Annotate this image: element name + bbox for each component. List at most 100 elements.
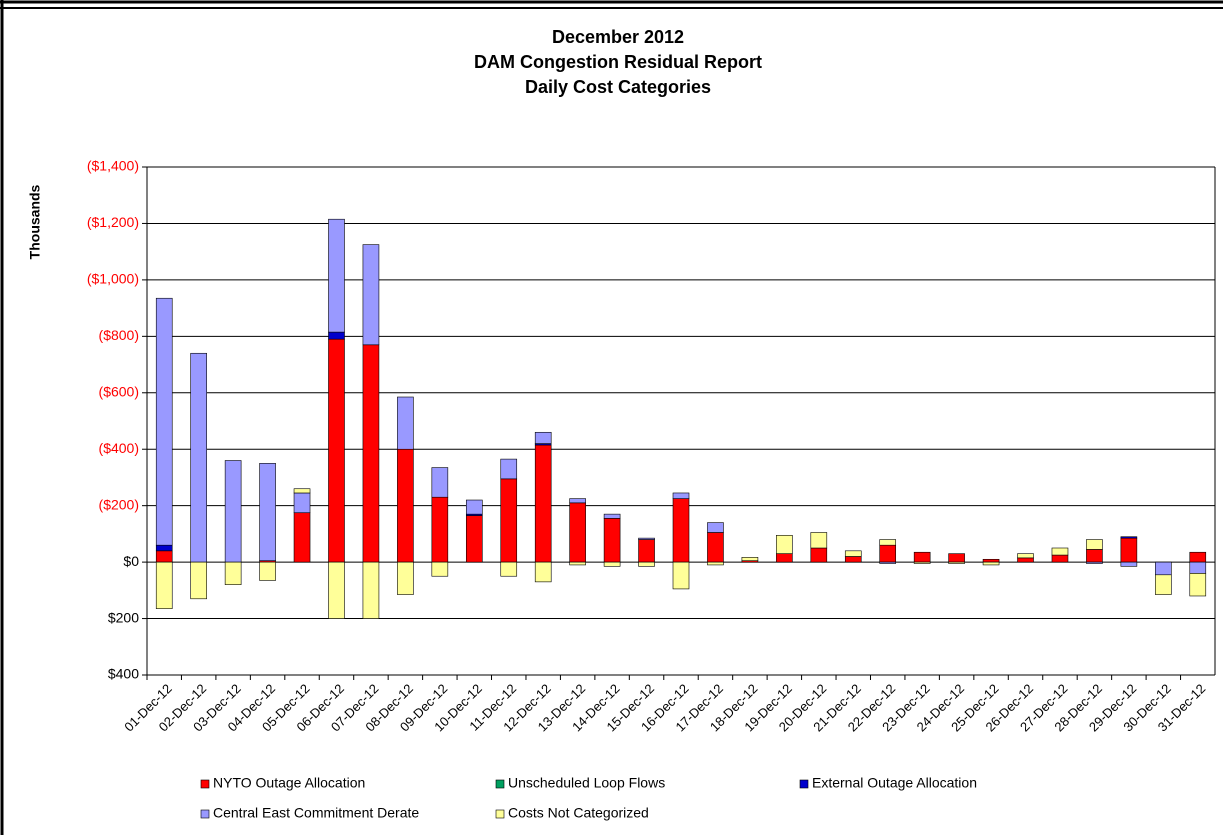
bar-segment [982, 558, 1000, 563]
bar-segment [948, 561, 965, 564]
bar-segment [672, 492, 690, 499]
bar-segment [500, 458, 518, 480]
y-tick-label: ($1,200) [87, 214, 139, 230]
bar-segment [328, 338, 345, 563]
bar-segment [638, 561, 655, 567]
bar-segment [1017, 557, 1034, 563]
legend-swatch [495, 809, 505, 819]
bar-segment [1155, 561, 1172, 576]
bar-segment [603, 513, 621, 519]
bar-segment [155, 544, 173, 552]
bar-segment [844, 556, 862, 563]
y-tick-label: $200 [108, 609, 139, 625]
bar-segment [465, 515, 483, 563]
bar-segment [1120, 537, 1138, 563]
bar-segment [569, 502, 586, 563]
legend-label: Costs Not Categorized [508, 805, 649, 821]
bar-segment [810, 547, 828, 563]
bar-segment [155, 550, 173, 563]
chart-title: December 2012 [552, 27, 684, 47]
legend-label: Central East Commitment Derate [213, 805, 419, 821]
bar-segment [603, 561, 621, 567]
bar-segment [155, 561, 173, 609]
bar-segment [707, 522, 724, 533]
bar-segment [190, 561, 207, 600]
y-tick-label: ($1,400) [87, 158, 139, 174]
bar-segment [1155, 574, 1172, 595]
bar-segment [465, 499, 483, 515]
bar-segment [190, 352, 207, 563]
y-tick-label: $400 [108, 666, 139, 682]
bar-segment [913, 561, 931, 564]
bar-segment [534, 561, 552, 583]
bar-segment [431, 496, 449, 563]
chart-title: DAM Congestion Residual Report [474, 52, 762, 72]
y-tick-label: ($800) [99, 327, 139, 343]
bar-segment [224, 460, 242, 563]
bar-segment [328, 218, 345, 333]
y-axis-label: Thousands [27, 184, 43, 259]
bar-segment [776, 553, 793, 563]
legend-swatch [200, 779, 210, 789]
bar-segment [259, 463, 276, 562]
bar-segment [1189, 551, 1207, 563]
bar-segment [638, 539, 655, 563]
bar-segment [293, 492, 311, 514]
bar-segment [603, 518, 621, 563]
legend-swatch [799, 779, 809, 789]
y-tick-label: ($600) [99, 383, 139, 399]
bar-segment [1086, 561, 1103, 564]
bar-segment [879, 539, 897, 546]
bar-segment [431, 561, 449, 577]
bar-segment [879, 561, 897, 564]
bar-segment [1051, 547, 1069, 556]
bar-segment [362, 561, 380, 619]
bar-segment [534, 444, 552, 563]
bar-segment [982, 561, 1000, 566]
legend-swatch [200, 809, 210, 819]
bar-segment [397, 448, 414, 563]
bar-segment [1051, 554, 1069, 563]
bar-segment [810, 532, 828, 549]
legend-label: Unscheduled Loop Flows [508, 775, 665, 791]
bar-segment [293, 512, 311, 563]
bar-segment [672, 561, 690, 590]
bar-segment [534, 431, 552, 444]
bar-segment [224, 561, 242, 585]
bar-segment [1120, 561, 1138, 567]
bar-segment [155, 297, 173, 546]
legend-label: NYTO Outage Allocation [213, 775, 365, 791]
y-tick-label: $0 [123, 553, 139, 569]
bar-segment [879, 544, 897, 563]
bar-segment [500, 561, 518, 577]
bar-segment [328, 331, 345, 340]
y-tick-label: ($1,000) [87, 271, 139, 287]
bar-segment [569, 561, 586, 566]
bar-segment [948, 553, 965, 563]
bar-segment [397, 561, 414, 595]
bar-segment [293, 488, 311, 494]
bar-segment [707, 561, 724, 566]
bar-segment [1086, 549, 1103, 563]
bar-segment [707, 532, 724, 563]
bar-segment [913, 551, 931, 563]
bar-segment [569, 498, 586, 504]
legend-swatch [495, 779, 505, 789]
bar-segment [397, 396, 414, 450]
bar-segment [1120, 536, 1138, 539]
bar-segment [362, 344, 380, 563]
bar-segment [1086, 539, 1103, 550]
bar-segment [672, 498, 690, 563]
bar-segment [362, 244, 380, 346]
bar-segment [500, 478, 518, 563]
bar-segment [776, 534, 793, 554]
bar-segment [1017, 553, 1034, 559]
bar-segment [1189, 561, 1207, 574]
bar-segment [431, 467, 449, 498]
bar-segment [1189, 573, 1207, 597]
bar-segment [844, 550, 862, 557]
bar-segment [259, 561, 276, 581]
bar-segment [638, 537, 655, 540]
bar-segment [741, 557, 759, 562]
